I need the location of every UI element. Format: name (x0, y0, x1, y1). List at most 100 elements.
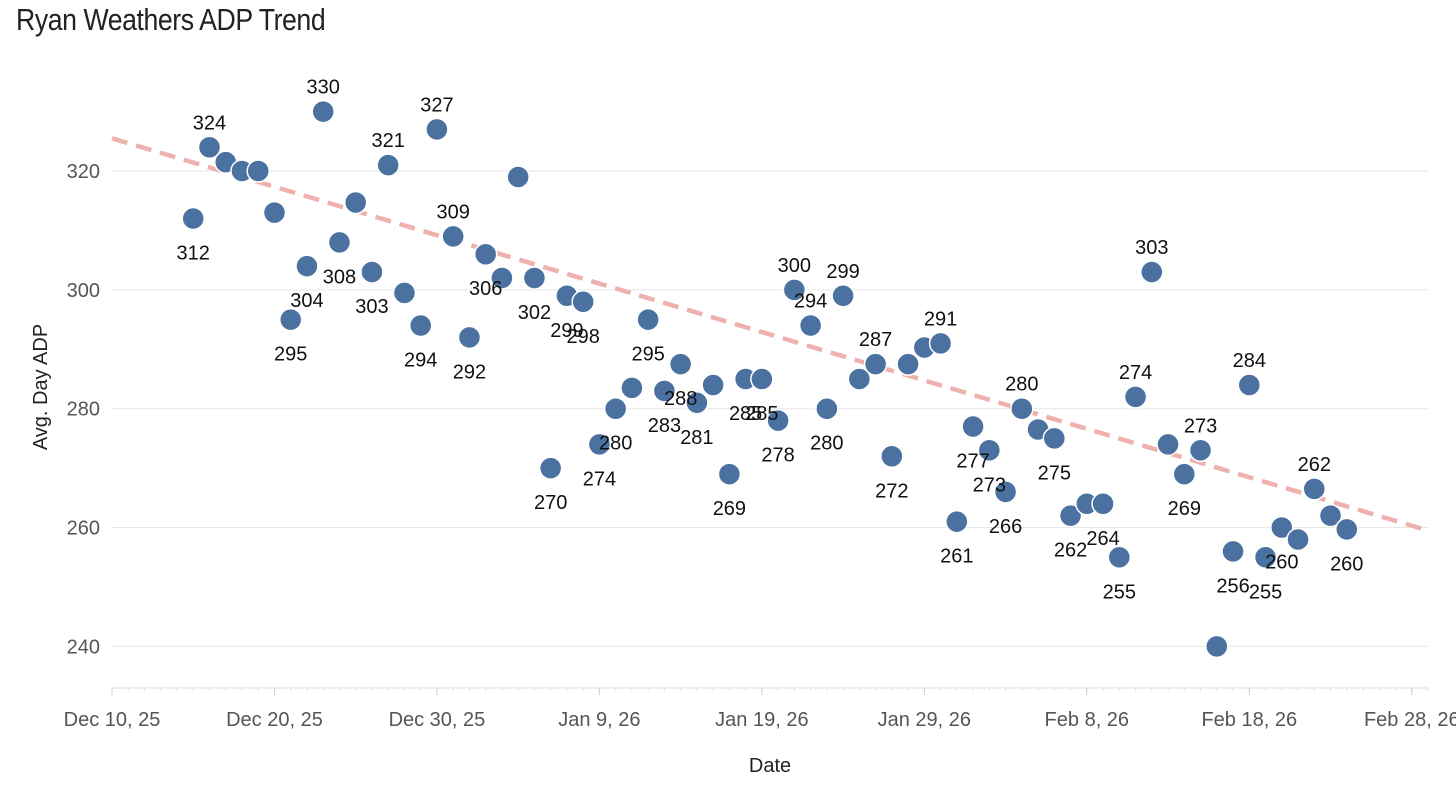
data-label: 274 (1119, 362, 1152, 384)
data-point (863, 352, 888, 376)
data-label: 327 (420, 94, 453, 116)
data-point (327, 230, 352, 255)
data-point (571, 290, 595, 314)
data-label: 330 (307, 77, 340, 99)
data-point (782, 278, 807, 302)
data-point (246, 159, 270, 183)
data-point (685, 391, 709, 415)
trendline (111, 136, 1429, 533)
data-label: 280 (599, 433, 632, 455)
y-tick-label: 260 (67, 518, 100, 540)
data-label: 321 (372, 130, 405, 152)
data-point (490, 266, 514, 290)
data-label: 300 (778, 255, 811, 277)
data-point (1123, 385, 1148, 409)
data-label: 285 (745, 403, 778, 425)
data-label: 262 (1054, 540, 1087, 562)
data-label: 285 (729, 403, 762, 425)
data-label: 304 (290, 290, 323, 312)
data-point (928, 331, 953, 356)
y-axis-title: Avg. Day ADP (30, 324, 52, 450)
x-tick-label: Jan 19, 26 (715, 709, 808, 731)
data-point (360, 260, 384, 284)
data-point (620, 376, 644, 400)
data-point (798, 313, 823, 338)
data-point (1188, 438, 1213, 463)
data-point (1253, 545, 1278, 570)
data-point (408, 313, 433, 338)
data-point (668, 352, 693, 376)
data-label: 295 (631, 344, 664, 366)
data-point (603, 396, 628, 421)
data-label: 309 (436, 201, 469, 223)
data-label: 302 (518, 302, 551, 324)
data-point (295, 254, 319, 278)
x-tick-label: Jan 9, 26 (558, 709, 640, 731)
data-point (652, 379, 677, 403)
data-label: 298 (566, 326, 599, 348)
y-tick-label: 320 (67, 161, 100, 183)
data-point (457, 325, 482, 350)
data-label: 295 (274, 344, 307, 366)
data-point (1221, 539, 1245, 564)
data-point (750, 367, 774, 391)
data-label: 273 (973, 474, 1006, 496)
data-point (1286, 527, 1310, 552)
data-label: 280 (810, 433, 843, 455)
data-point (1010, 396, 1034, 421)
x-tick-label: Feb 28, 26 (1364, 709, 1456, 731)
data-point (587, 432, 612, 457)
data-label: 256 (1216, 575, 1249, 597)
data-point (311, 99, 335, 124)
data-label: 294 (794, 291, 827, 313)
data-labels: 312 324 295 304 330 308 303 321 294 327 309 292 306 3… (177, 77, 1364, 604)
data-label: 270 (534, 492, 567, 514)
x-tick-label: Dec 20, 25 (226, 709, 323, 731)
y-tick-label: 240 (67, 636, 100, 658)
data-point (197, 135, 222, 159)
data-label: 260 (1330, 553, 1363, 575)
data-point (1270, 515, 1294, 540)
data-label: 287 (859, 329, 892, 351)
chart-title: Ryan Weathers ADP Trend (16, 2, 326, 37)
data-label: 264 (1086, 528, 1119, 550)
data-label: 280 (1005, 374, 1038, 396)
data-label: 272 (875, 480, 908, 502)
data-label: 299 (550, 320, 583, 342)
data-points (181, 99, 1359, 659)
data-point (1335, 517, 1359, 542)
data-label: 291 (924, 308, 957, 330)
data-point (1140, 260, 1164, 284)
data-label: 306 (469, 278, 502, 300)
data-label: 303 (355, 296, 388, 318)
data-point (880, 444, 904, 468)
data-label: 262 (1298, 454, 1331, 476)
data-label: 299 (826, 261, 859, 283)
data-label: 255 (1103, 581, 1136, 603)
data-point (441, 224, 465, 249)
x-tick-label: Feb 18, 26 (1201, 709, 1297, 731)
data-point (1107, 545, 1132, 570)
data-point (1156, 432, 1180, 457)
data-label: 292 (453, 361, 486, 383)
data-label: 278 (761, 445, 794, 467)
data-label: 324 (193, 112, 226, 134)
data-point (831, 284, 855, 308)
data-point (522, 266, 547, 290)
x-tick-label: Feb 8, 26 (1045, 709, 1130, 731)
data-point (636, 307, 660, 332)
data-point (506, 165, 530, 189)
data-point (1091, 492, 1115, 516)
data-point (376, 153, 400, 177)
data-point (945, 509, 969, 534)
data-label: 261 (940, 546, 973, 568)
data-label: 255 (1249, 581, 1282, 603)
data-label: 284 (1233, 350, 1266, 372)
data-point (1058, 503, 1083, 528)
data-point (1205, 634, 1229, 659)
data-label: 294 (404, 350, 437, 372)
data-label: 308 (323, 266, 356, 288)
data-point (993, 480, 1018, 504)
x-axis: Dec 10, 25 Dec 20, 25 Dec 30, 25 Jan 9, 26 J… (64, 687, 1456, 731)
